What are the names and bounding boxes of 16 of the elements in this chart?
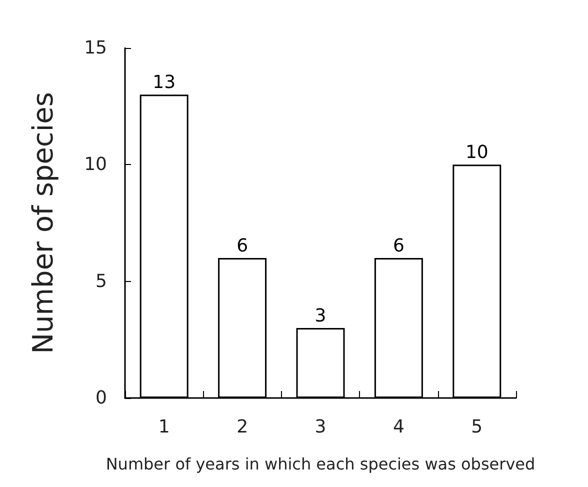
x-tick-label: 1 — [158, 416, 170, 438]
data-label: 3 — [314, 306, 326, 326]
x-tick-label: 2 — [236, 416, 248, 438]
data-label: 13 — [152, 72, 176, 94]
x-tick-label: 5 — [471, 416, 483, 438]
y-tick-label: 5 — [96, 270, 107, 292]
x-axis-title: Number of years in which each species was observed — [106, 454, 536, 474]
data-label: 6 — [392, 236, 404, 256]
data-label: 10 — [465, 142, 488, 164]
y-tick-label: 10 — [84, 154, 107, 176]
y-tick-label: 0 — [96, 388, 107, 408]
y-axis-title: Number of species — [26, 92, 60, 354]
data-label: 6 — [236, 236, 248, 256]
y-tick-label: 15 — [84, 38, 107, 58]
x-tick-label: 3 — [314, 416, 326, 438]
x-tick-label: 4 — [392, 416, 404, 438]
